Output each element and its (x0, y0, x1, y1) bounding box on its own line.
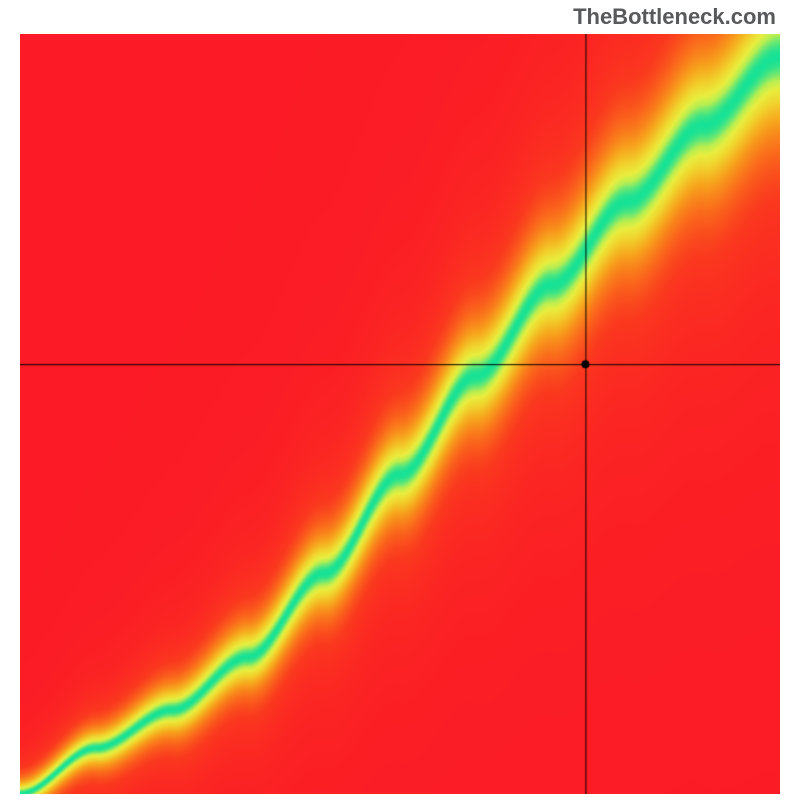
attribution-text: TheBottleneck.com (573, 4, 776, 30)
heatmap-canvas (20, 34, 780, 794)
bottleneck-heatmap (20, 34, 780, 794)
